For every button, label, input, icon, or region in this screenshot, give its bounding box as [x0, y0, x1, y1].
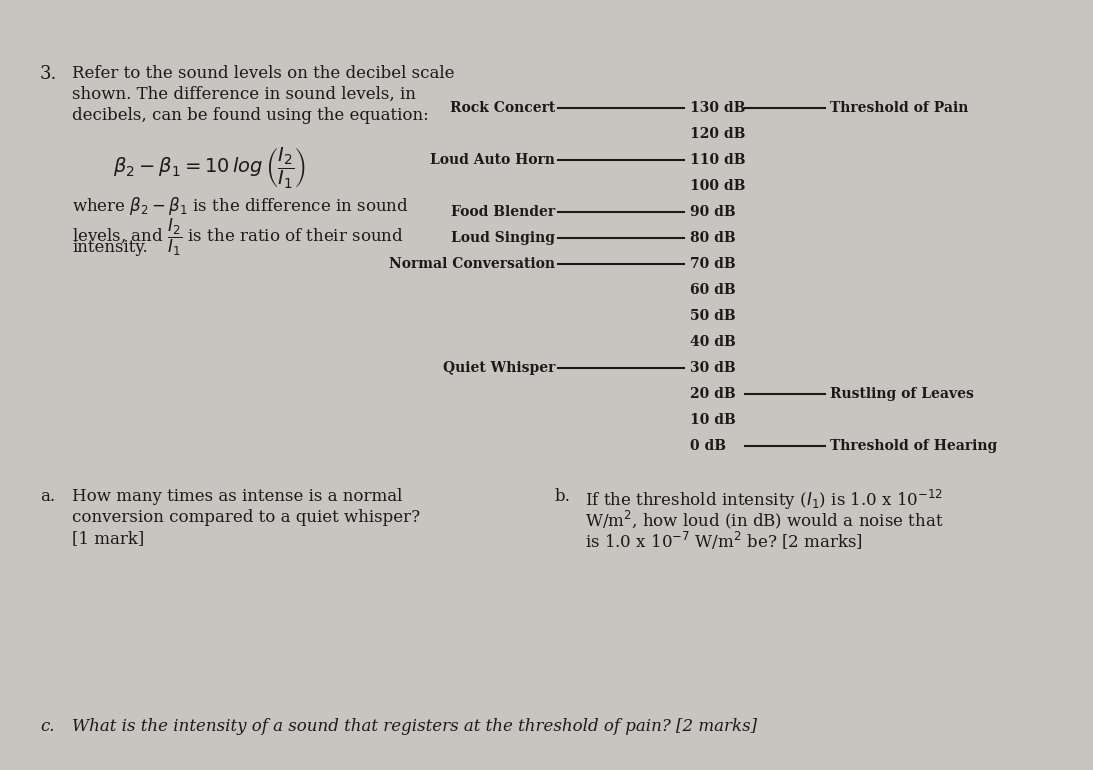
Text: 90 dB: 90 dB: [690, 205, 736, 219]
Text: 0 dB: 0 dB: [690, 439, 726, 453]
Text: b.: b.: [555, 488, 571, 505]
Text: What is the intensity of a sound that registers at the threshold of pain? [2 mar: What is the intensity of a sound that re…: [72, 718, 757, 735]
Text: a.: a.: [40, 488, 55, 505]
Text: 30 dB: 30 dB: [690, 361, 736, 375]
Text: Threshold of Hearing: Threshold of Hearing: [830, 439, 997, 453]
Text: Normal Conversation: Normal Conversation: [389, 257, 555, 271]
Text: levels, and $\dfrac{I_2}{I_1}$ is the ratio of their sound: levels, and $\dfrac{I_2}{I_1}$ is the ra…: [72, 217, 403, 258]
Text: intensity.: intensity.: [72, 239, 148, 256]
Text: Quiet Whisper: Quiet Whisper: [443, 361, 555, 375]
Text: 100 dB: 100 dB: [690, 179, 745, 193]
Text: decibels, can be found using the equation:: decibels, can be found using the equatio…: [72, 107, 428, 124]
Text: 3.: 3.: [40, 65, 57, 83]
Text: c.: c.: [40, 718, 55, 735]
Text: [1 mark]: [1 mark]: [72, 530, 144, 547]
Text: 60 dB: 60 dB: [690, 283, 736, 297]
Text: Loud Singing: Loud Singing: [451, 231, 555, 245]
Text: 80 dB: 80 dB: [690, 231, 736, 245]
Text: 130 dB: 130 dB: [690, 101, 745, 115]
Text: How many times as intense is a normal: How many times as intense is a normal: [72, 488, 402, 505]
Text: 40 dB: 40 dB: [690, 335, 736, 349]
Text: Rustling of Leaves: Rustling of Leaves: [830, 387, 974, 401]
Text: 110 dB: 110 dB: [690, 153, 745, 167]
Text: 50 dB: 50 dB: [690, 309, 736, 323]
Text: W/m$^2$, how loud (in dB) would a noise that: W/m$^2$, how loud (in dB) would a noise …: [585, 509, 943, 531]
Text: is 1.0 x 10$^{-7}$ W/m$^2$ be? [2 marks]: is 1.0 x 10$^{-7}$ W/m$^2$ be? [2 marks]: [585, 530, 862, 552]
Text: Refer to the sound levels on the decibel scale: Refer to the sound levels on the decibel…: [72, 65, 455, 82]
Text: 10 dB: 10 dB: [690, 413, 736, 427]
Text: Rock Concert: Rock Concert: [449, 101, 555, 115]
Text: shown. The difference in sound levels, in: shown. The difference in sound levels, i…: [72, 86, 415, 103]
Text: 20 dB: 20 dB: [690, 387, 736, 401]
Text: Loud Auto Horn: Loud Auto Horn: [431, 153, 555, 167]
Text: If the threshold intensity ($I_1$) is 1.0 x 10$^{-12}$: If the threshold intensity ($I_1$) is 1.…: [585, 488, 943, 512]
Text: 70 dB: 70 dB: [690, 257, 736, 271]
Text: Food Blender: Food Blender: [451, 205, 555, 219]
Text: conversion compared to a quiet whisper?: conversion compared to a quiet whisper?: [72, 509, 420, 526]
Text: 120 dB: 120 dB: [690, 127, 745, 141]
Text: Threshold of Pain: Threshold of Pain: [830, 101, 968, 115]
Text: where $\beta_2 - \beta_1$ is the difference in sound: where $\beta_2 - \beta_1$ is the differe…: [72, 195, 409, 217]
Text: $\beta_2 - \beta_1 = 10\,log\,\left(\dfrac{I_2}{I_1}\right)$: $\beta_2 - \beta_1 = 10\,log\,\left(\dfr…: [114, 145, 307, 190]
